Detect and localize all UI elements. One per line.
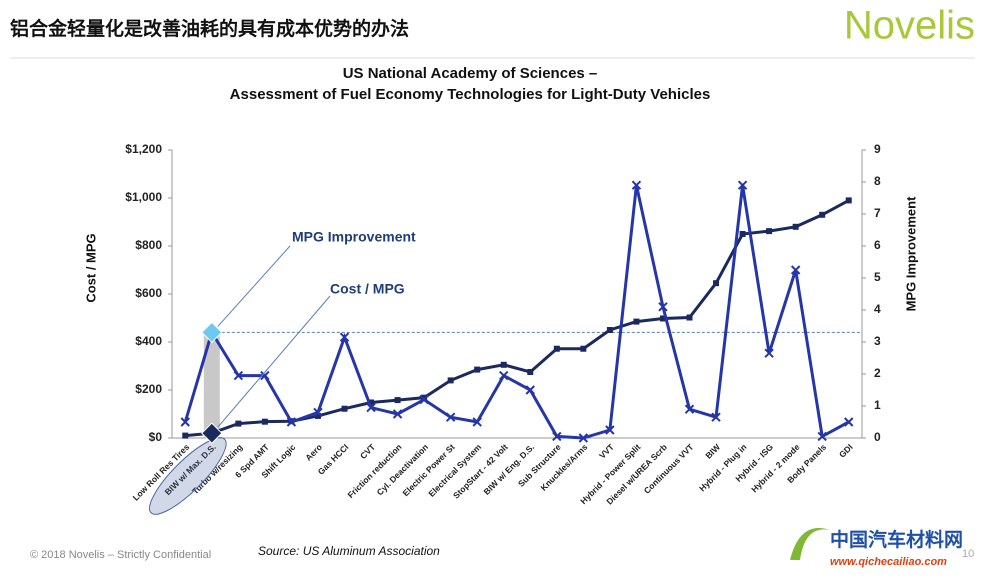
annotation: Cost / MPG xyxy=(330,281,405,297)
marker xyxy=(421,394,428,401)
logo: Novelis xyxy=(844,4,975,48)
watermark-cn: 中国汽车材料网 xyxy=(830,528,963,551)
marker xyxy=(527,369,534,375)
marker xyxy=(500,361,507,368)
marker xyxy=(605,425,615,435)
marker xyxy=(261,418,268,425)
highlight-marker xyxy=(201,321,223,344)
marker xyxy=(392,409,403,419)
y-tick-label: $800 xyxy=(135,238,162,252)
marker xyxy=(180,417,190,427)
marker xyxy=(314,412,321,419)
marker xyxy=(474,366,481,373)
marker xyxy=(631,180,642,190)
y2-tick-label: 2 xyxy=(874,366,881,380)
marker xyxy=(525,385,535,395)
marker xyxy=(739,231,746,237)
chart-title: US National Academy of Sciences – xyxy=(343,65,598,82)
y2-tick-label: 6 xyxy=(874,238,881,252)
marker xyxy=(368,399,375,406)
marker xyxy=(286,417,297,427)
marker xyxy=(553,345,560,352)
x-tick-label: BIW xyxy=(703,441,722,460)
y2-tick-label: 4 xyxy=(874,302,881,316)
marker xyxy=(684,404,695,414)
y2-tick-label: 3 xyxy=(874,334,881,348)
marker xyxy=(580,345,587,352)
y2-tick-label: 0 xyxy=(874,430,881,444)
slide-title: 铝合金轻量化是改善油耗的具有成本优势的办法 xyxy=(10,17,409,40)
source: Source: US Aluminum Association xyxy=(258,544,440,558)
marker xyxy=(658,302,668,312)
annotation-arrow xyxy=(217,245,291,327)
marker xyxy=(606,327,613,333)
marker xyxy=(844,417,854,427)
highlight-marker xyxy=(201,422,223,444)
marker xyxy=(394,397,401,404)
marker xyxy=(313,407,323,418)
marker xyxy=(790,265,801,275)
x-tick-label: Continuous VVT xyxy=(642,441,696,495)
watermark-icon xyxy=(790,528,830,560)
marker xyxy=(445,412,456,422)
annotation: MPG Improvement xyxy=(292,229,416,245)
y2-tick-label: 1 xyxy=(874,398,881,412)
marker xyxy=(845,197,852,204)
marker xyxy=(713,280,720,287)
marker xyxy=(233,370,244,381)
y2-tick-label: 8 xyxy=(874,174,881,188)
marker xyxy=(686,314,693,321)
y2-tick-label: 7 xyxy=(874,206,881,220)
marker xyxy=(499,370,509,381)
chart-subtitle: Assessment of Fuel Economy Technologies … xyxy=(230,86,711,103)
highlight-ellipse xyxy=(149,437,227,515)
marker xyxy=(737,180,748,190)
y2-tick-label: 9 xyxy=(874,142,881,156)
marker xyxy=(578,433,589,443)
y-tick-label: $1,200 xyxy=(125,142,162,156)
marker xyxy=(792,223,799,230)
y-axis-title: Cost / MPG xyxy=(83,233,98,302)
marker xyxy=(472,417,482,427)
x-tick-label: Hybrid - Plug in xyxy=(697,442,748,493)
page-number: 10 xyxy=(962,548,974,560)
marker xyxy=(552,431,562,442)
x-tick-label: CVT xyxy=(358,441,378,461)
marker xyxy=(419,394,429,405)
marker xyxy=(366,402,376,413)
marker xyxy=(711,412,721,422)
x-tick-label: VVT xyxy=(597,441,616,460)
x-tick-label: Knuckles/Arms xyxy=(539,442,590,493)
x-tick-label: Aero xyxy=(303,442,324,463)
annotation-arrow xyxy=(217,295,331,428)
y-tick-label: $0 xyxy=(149,430,163,444)
marker xyxy=(819,211,826,218)
marker xyxy=(447,377,454,384)
y2-axis-title: MPG Improvement xyxy=(903,196,918,312)
marker xyxy=(817,431,827,442)
marker xyxy=(341,405,348,412)
marker xyxy=(339,332,350,342)
marker xyxy=(235,420,242,427)
marker xyxy=(764,348,774,358)
series-line xyxy=(183,184,850,440)
y-tick-label: $400 xyxy=(135,334,162,348)
marker xyxy=(633,318,640,325)
highlight-column xyxy=(203,332,220,438)
copyright: © 2018 Novelis – Strictly Confidential xyxy=(30,549,211,561)
marker xyxy=(659,315,666,322)
y2-tick-label: 5 xyxy=(874,270,881,284)
y-tick-label: $600 xyxy=(135,286,162,300)
x-tick-label: GDI xyxy=(837,442,855,460)
y-tick-label: $1,000 xyxy=(125,190,162,204)
marker xyxy=(182,432,189,439)
y-tick-label: $200 xyxy=(135,382,162,396)
marker xyxy=(766,228,773,235)
marker xyxy=(260,370,270,381)
watermark-url: www.qichecailiao.com xyxy=(830,556,947,568)
